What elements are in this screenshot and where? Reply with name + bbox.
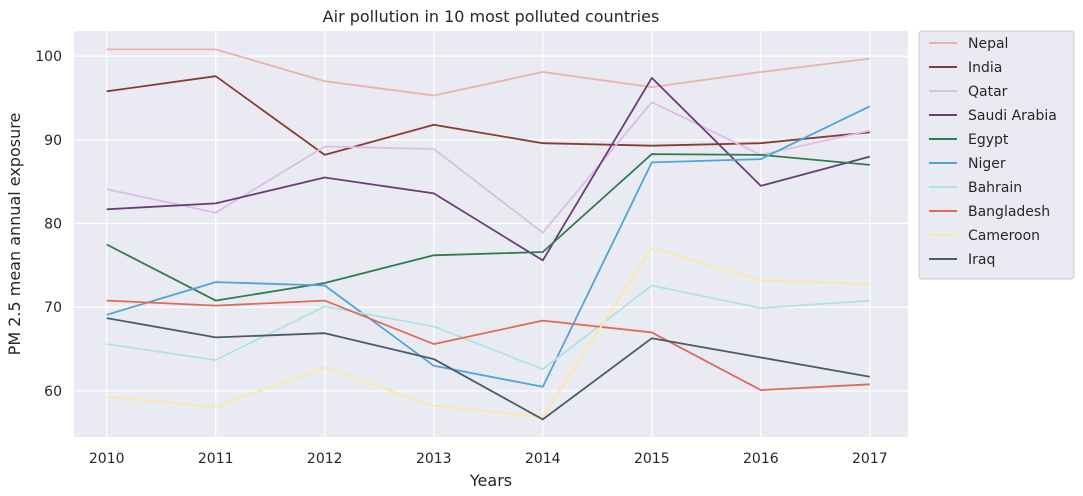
y-tick-label: 100 (35, 49, 62, 65)
legend-label-iraq: Iraq (968, 252, 995, 268)
series-line-nepal (106, 48, 870, 97)
legend-label-bangladesh: Bangladesh (968, 204, 1050, 220)
legend-label-bahrain: Bahrain (968, 180, 1022, 196)
legend-label-qatar: Qatar (968, 84, 1008, 100)
y-tick-label: 60 (44, 384, 62, 400)
x-tick-label: 2017 (852, 451, 888, 467)
x-tick-label: 2014 (525, 451, 561, 467)
series-line-bahrain (106, 284, 870, 371)
series-line-qatar (106, 101, 870, 234)
chart-title: Air pollution in 10 most polluted countr… (323, 7, 660, 26)
series-line-saudi-arabia (106, 77, 871, 262)
plot-area (74, 31, 908, 437)
x-tick-label: 2013 (416, 451, 452, 467)
legend-label-saudi-arabia: Saudi Arabia (968, 108, 1057, 124)
x-tick-label: 2012 (307, 451, 343, 467)
x-tick-label: 2015 (634, 451, 670, 467)
y-tick-label: 80 (44, 217, 62, 233)
series-line-niger (106, 105, 871, 388)
x-tick-label: 2016 (743, 451, 779, 467)
x-tick-label: 2010 (89, 451, 125, 467)
x-tick-label: 2011 (198, 451, 234, 467)
x-axis-label: Years (469, 471, 512, 490)
series-lines (106, 48, 871, 421)
legend-label-egypt: Egypt (968, 132, 1009, 148)
legend-label-cameroon: Cameroon (968, 228, 1040, 244)
legend-label-nepal: Nepal (968, 36, 1008, 52)
series-line-iraq (106, 317, 870, 421)
series-line-cameroon (106, 246, 870, 418)
y-axis-label: PM 2.5 mean annual exposure (5, 113, 24, 356)
series-line-egypt (106, 153, 870, 302)
legend: Nepal India Qatar Saudi Arabia Egypt Niger Bah… (918, 30, 1075, 280)
legend-label-niger: Niger (968, 156, 1006, 172)
tick-labels: 2010 2011 2012 2013 2014 2015 2016 2017 60 70 80 90… (35, 49, 887, 467)
legend-label-india: India (968, 60, 1002, 76)
y-tick-label: 70 (44, 300, 62, 316)
series-line-india (106, 75, 870, 156)
y-tick-label: 90 (44, 133, 62, 149)
legend-box (918, 30, 1075, 280)
series-line-bangladesh (106, 299, 870, 392)
